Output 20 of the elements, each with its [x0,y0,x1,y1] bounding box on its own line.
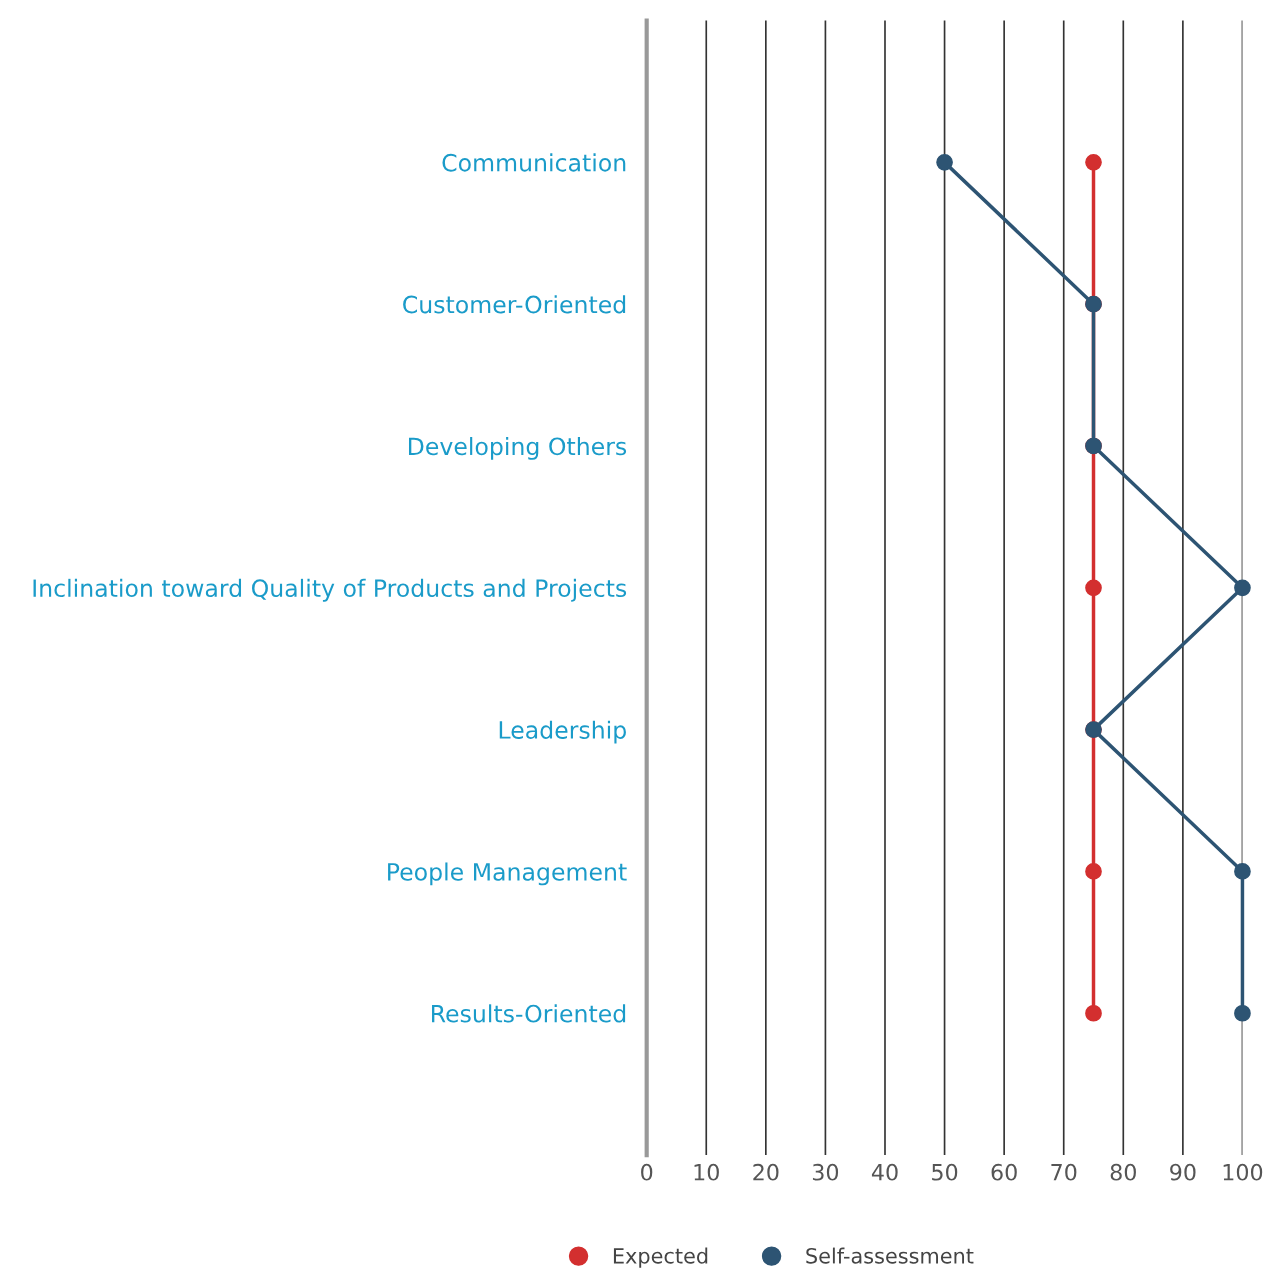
x-tick-label: 10 [694,1163,719,1181]
x-tick-label: 20 [753,1163,779,1181]
y-tick-label: Customer-Oriented [403,295,626,314]
y-tick-label: Inclination toward Quality of Products and Projects [33,578,627,602]
x-tick-label: 50 [932,1163,958,1181]
x-tick-label: 40 [871,1163,898,1181]
x-tick-label: 30 [812,1163,839,1181]
x-tick-label: 90 [1170,1163,1196,1181]
legend-label: Self-assessment [806,1247,974,1264]
x-tick-label: 0 [641,1163,653,1181]
x-tick-label: 100 [1223,1163,1263,1181]
x-tick-label: 80 [1110,1163,1136,1181]
x-tick-label: 70 [1051,1163,1077,1181]
y-tick-label: Leadership [499,720,626,744]
y-tick-label: Developing Others [408,437,627,460]
x-tick-label: 60 [991,1163,1017,1181]
legend-label: Expected [613,1247,708,1268]
y-tick-label: People Management [388,862,627,886]
y-tick-label: Communication [442,153,626,172]
y-tick-label: Results-Oriented [432,1004,626,1023]
